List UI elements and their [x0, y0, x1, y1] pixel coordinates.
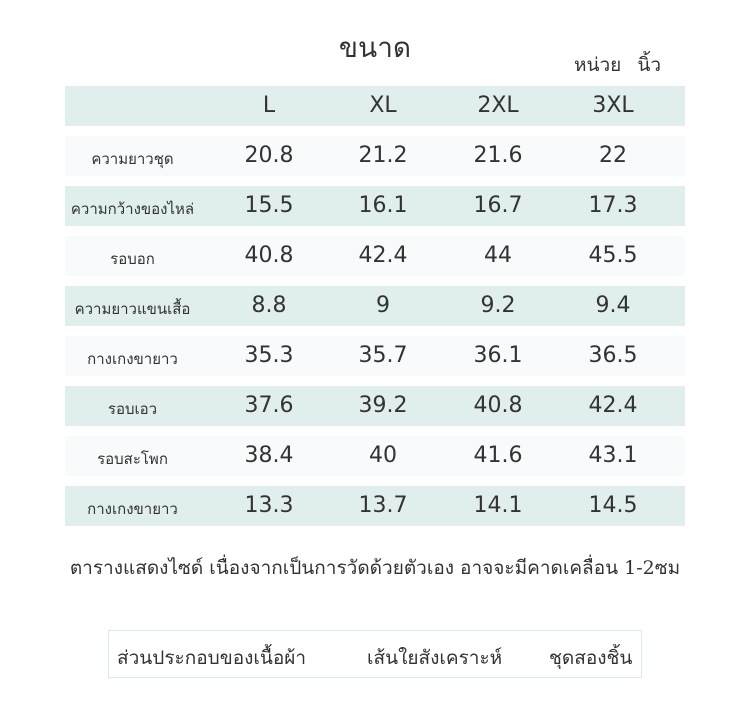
size-value: 40.8: [473, 393, 523, 418]
composition-box: ส่วนประกอบของเนื้อผ้า เส้นใยสังเคราะห์ ช…: [108, 630, 642, 678]
size-value: 45.5: [588, 243, 638, 268]
size-value: 21.2: [358, 143, 408, 168]
size-value: 40: [369, 443, 397, 468]
material-value: เส้นใยสังเคราะห์: [367, 647, 503, 669]
table-row: กางเกงขายาว 13.3 13.7 14.1 14.5: [65, 486, 685, 526]
measurement-label: ความยาวชุด: [91, 150, 174, 168]
measurement-label: ความกว้างของไหล่: [70, 200, 195, 218]
size-value: 17.3: [588, 193, 638, 218]
size-value: 9.4: [595, 293, 631, 318]
header-row: L XL 2XL 3XL: [65, 86, 685, 126]
size-value: 13.7: [358, 493, 408, 518]
size-value: 14.5: [588, 493, 638, 518]
size-value: 37.6: [244, 393, 294, 418]
measurement-label: กางเกงขายาว: [87, 350, 178, 368]
size-header: 3XL: [592, 93, 634, 118]
size-value: 43.1: [588, 443, 638, 468]
size-value: 13.3: [244, 493, 294, 518]
size-value: 8.8: [251, 293, 287, 318]
size-value: 38.4: [244, 443, 294, 468]
size-value: 35.3: [244, 343, 294, 368]
type-value: ชุดสองชิ้น: [549, 647, 633, 669]
composition-label: ส่วนประกอบของเนื้อผ้า: [117, 647, 307, 669]
table-row: รอบสะโพก 38.4 40 41.6 43.1: [65, 436, 685, 476]
table-row: กางเกงขายาว 35.3 35.7 36.1 36.5: [65, 336, 685, 376]
size-value: 41.6: [473, 443, 523, 468]
size-value: 15.5: [244, 193, 294, 218]
size-value: 44: [484, 243, 512, 268]
size-header: 2XL: [477, 93, 519, 118]
size-header: L: [262, 93, 276, 118]
unit-label: หน่วย นิ้ว: [574, 54, 662, 76]
size-value: 22: [599, 143, 627, 168]
size-value: 36.5: [588, 343, 638, 368]
size-value: 21.6: [473, 143, 523, 168]
size-value: 16.7: [473, 193, 523, 218]
size-value: 20.8: [244, 143, 294, 168]
size-value: 42.4: [588, 393, 638, 418]
measurement-label: รอบเอว: [107, 400, 158, 418]
size-value: 36.1: [473, 343, 523, 368]
table-row: รอบเอว 37.6 39.2 40.8 42.4: [65, 386, 685, 426]
size-header: XL: [369, 93, 397, 118]
table-row: รอบอก 40.8 42.4 44 45.5: [65, 236, 685, 276]
size-value: 16.1: [358, 193, 408, 218]
measurement-label: รอบอก: [110, 250, 155, 268]
measurement-label: กางเกงขายาว: [87, 500, 178, 518]
size-value: 42.4: [358, 243, 408, 268]
measurement-note: ตารางแสดงไซด์ เนื่องจากเป็นการวัดด้วยตัว…: [69, 557, 681, 579]
size-value: 35.7: [358, 343, 408, 368]
size-value: 9.2: [480, 293, 516, 318]
size-value: 9: [376, 293, 390, 318]
measurement-label: รอบสะโพก: [97, 450, 168, 468]
size-value: 14.1: [473, 493, 523, 518]
table-row: ความยาวชุด 20.8 21.2 21.6 22: [65, 136, 685, 176]
table-row: ความยาวแขนเสื้อ 8.8 9 9.2 9.4: [65, 286, 685, 326]
measurement-label: ความยาวแขนเสื้อ: [74, 300, 191, 318]
table-row: ความกว้างของไหล่ 15.5 16.1 16.7 17.3: [65, 186, 685, 226]
size-value: 40.8: [244, 243, 294, 268]
size-value: 39.2: [358, 393, 408, 418]
page-title: ขนาด: [338, 31, 412, 64]
